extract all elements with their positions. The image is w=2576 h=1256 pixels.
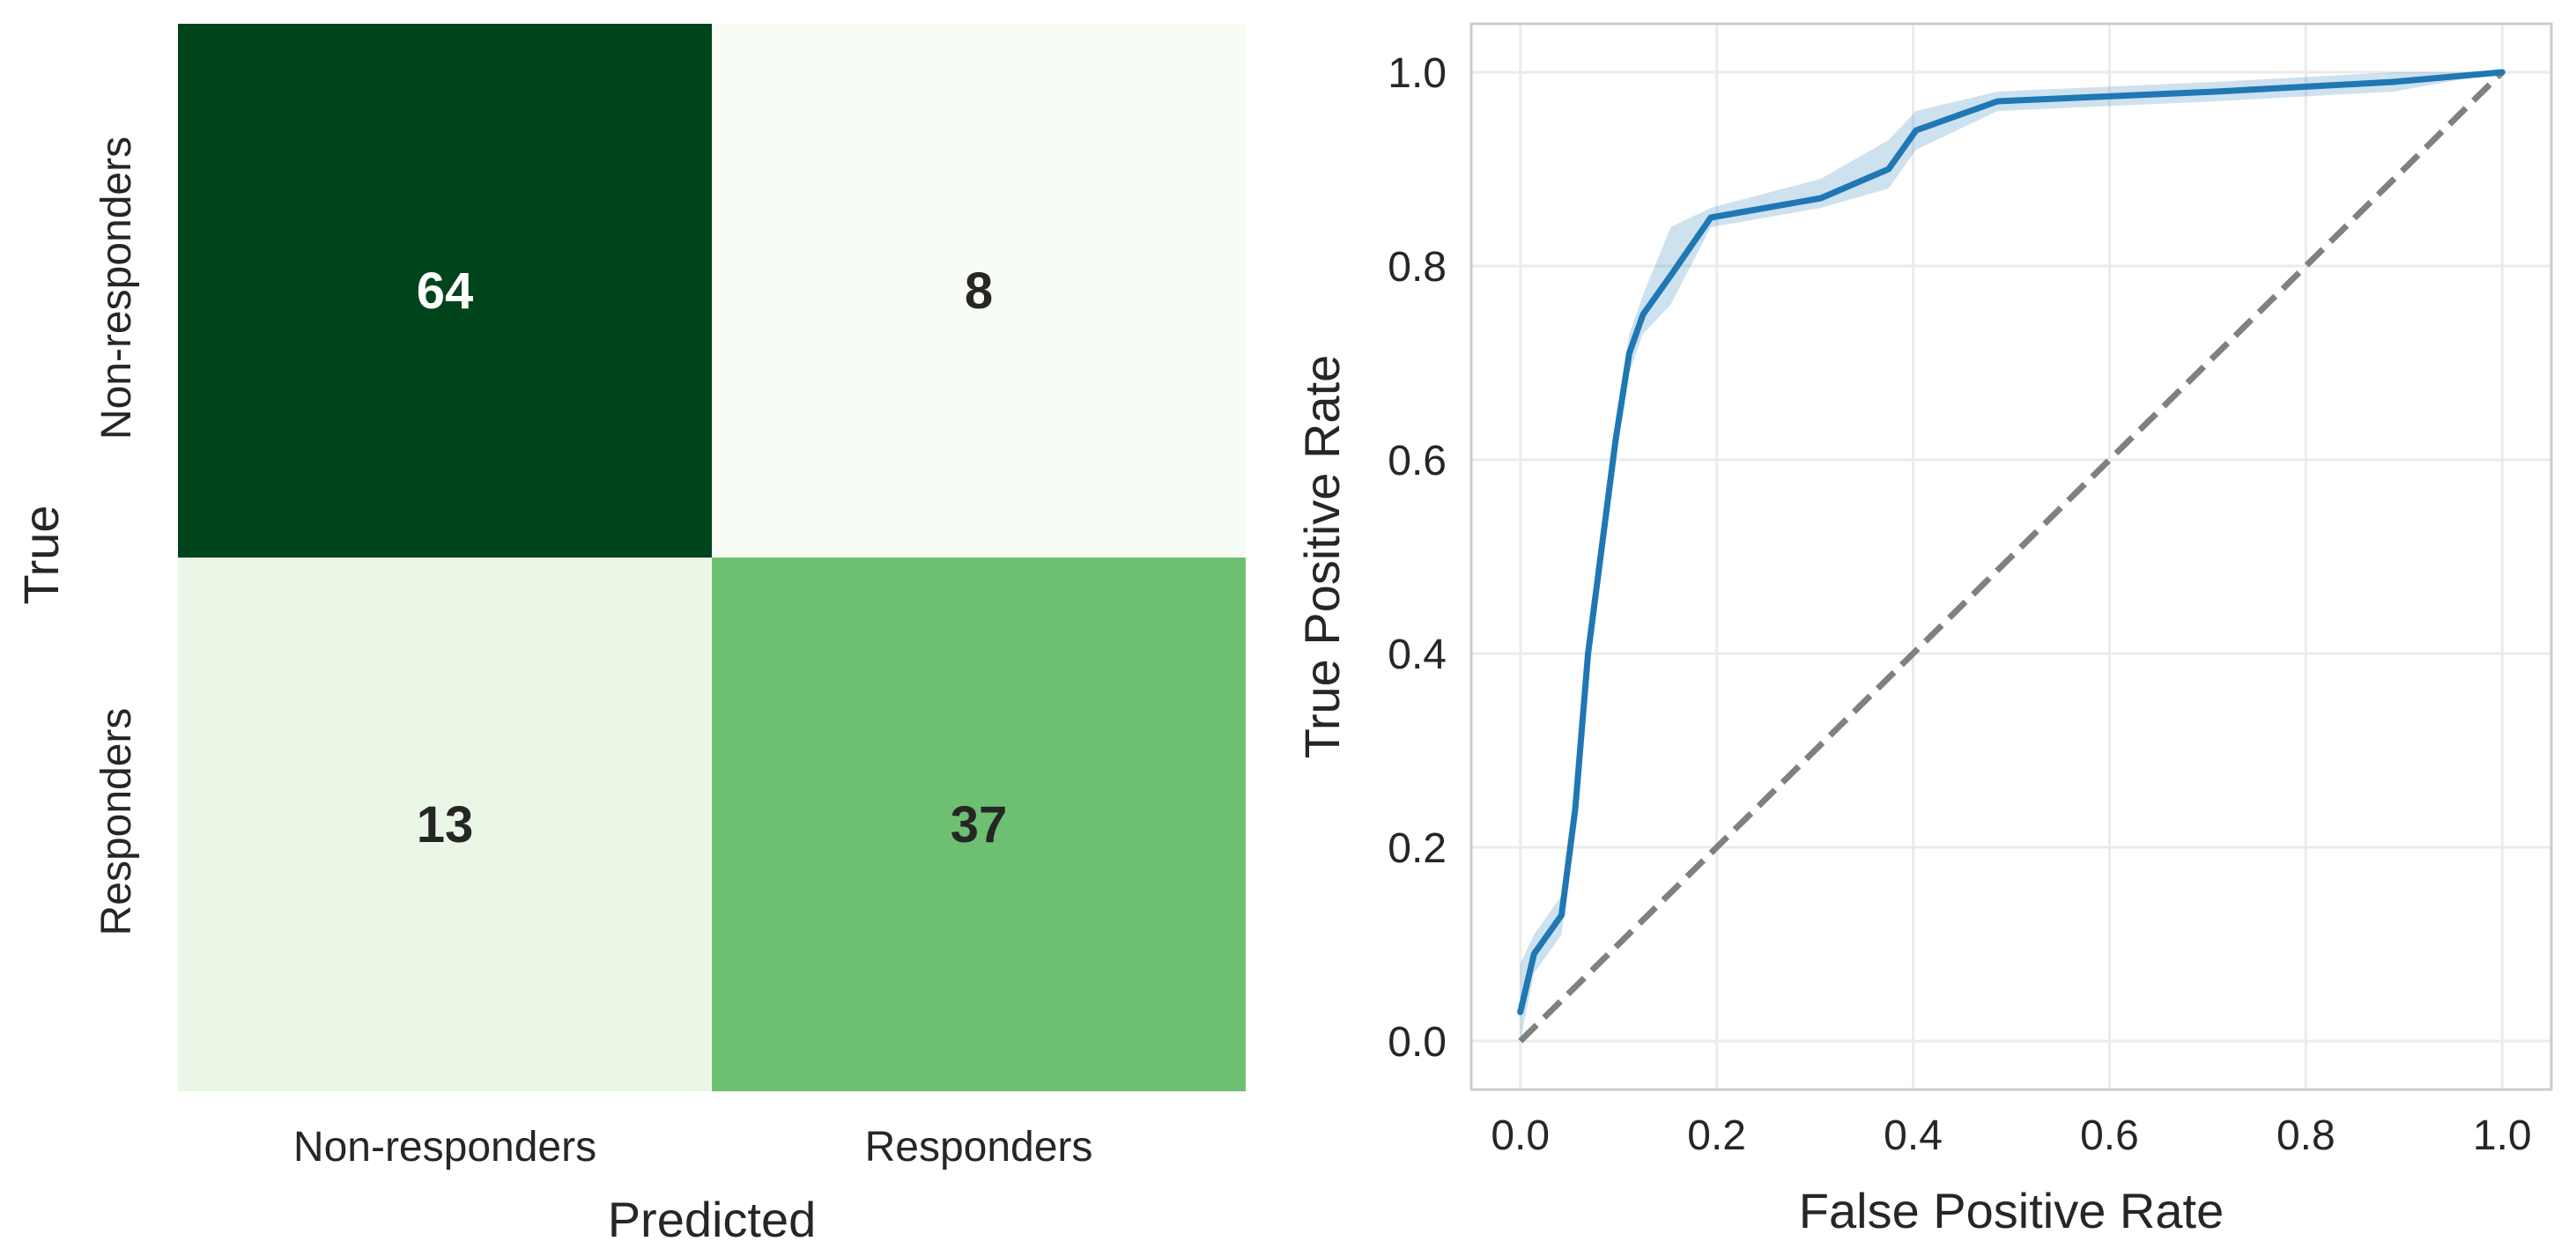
cm-x-tick-label: Responders — [865, 1124, 1093, 1171]
roc-y-tick-label: 0.6 — [1388, 438, 1447, 484]
roc-y-tick-label: 0.2 — [1388, 825, 1447, 872]
roc-x-tick-label: 1.0 — [2473, 1112, 2532, 1159]
confusion-matrix: 64 8 13 37 Non-responders Responders Non-re… — [13, 24, 1246, 1247]
cm-cell — [178, 558, 712, 1091]
cm-cell — [712, 24, 1246, 558]
roc-x-tick-label: 0.4 — [1884, 1112, 1943, 1159]
cm-x-tick-label: Non-responders — [293, 1124, 596, 1171]
roc-y-tick-label: 0.4 — [1388, 632, 1447, 678]
roc-y-tick-label: 0.0 — [1388, 1019, 1447, 1066]
cm-cell — [178, 24, 712, 558]
roc-x-tick-label: 0.6 — [2080, 1112, 2139, 1159]
cm-x-axis-title: Predicted — [608, 1192, 817, 1247]
roc-y-axis-title: True Positive Rate — [1294, 355, 1350, 759]
cm-cell-value: 64 — [417, 262, 474, 320]
cm-y-axis-title: True — [13, 505, 69, 604]
roc-x-tick-label: 0.2 — [1687, 1112, 1746, 1159]
cm-cell-value: 37 — [951, 796, 1008, 853]
cm-y-tick-label: Responders — [93, 708, 140, 936]
roc-chart: 0.0 0.2 0.4 0.6 0.8 1.0 0.0 0.2 0.4 0.6 0.8 1.0 Fa… — [1294, 22, 2553, 1238]
roc-curve-line — [1517, 69, 2506, 1016]
roc-x-axis-title: False Positive Rate — [1799, 1183, 2224, 1238]
roc-y-tick-label: 0.8 — [1388, 244, 1447, 291]
cm-y-tick-label: Non-responders — [93, 137, 140, 440]
roc-x-tick-label: 0.8 — [2276, 1112, 2335, 1159]
roc-plot-frame — [1469, 22, 2553, 1091]
roc-x-tick-label: 0.0 — [1491, 1112, 1550, 1159]
cm-cell — [712, 558, 1246, 1091]
roc-y-tick-label: 1.0 — [1388, 50, 1447, 97]
roc-chance-line — [1518, 70, 2505, 1044]
cm-cell-value: 8 — [965, 262, 993, 320]
cm-cell-value: 13 — [417, 796, 474, 853]
